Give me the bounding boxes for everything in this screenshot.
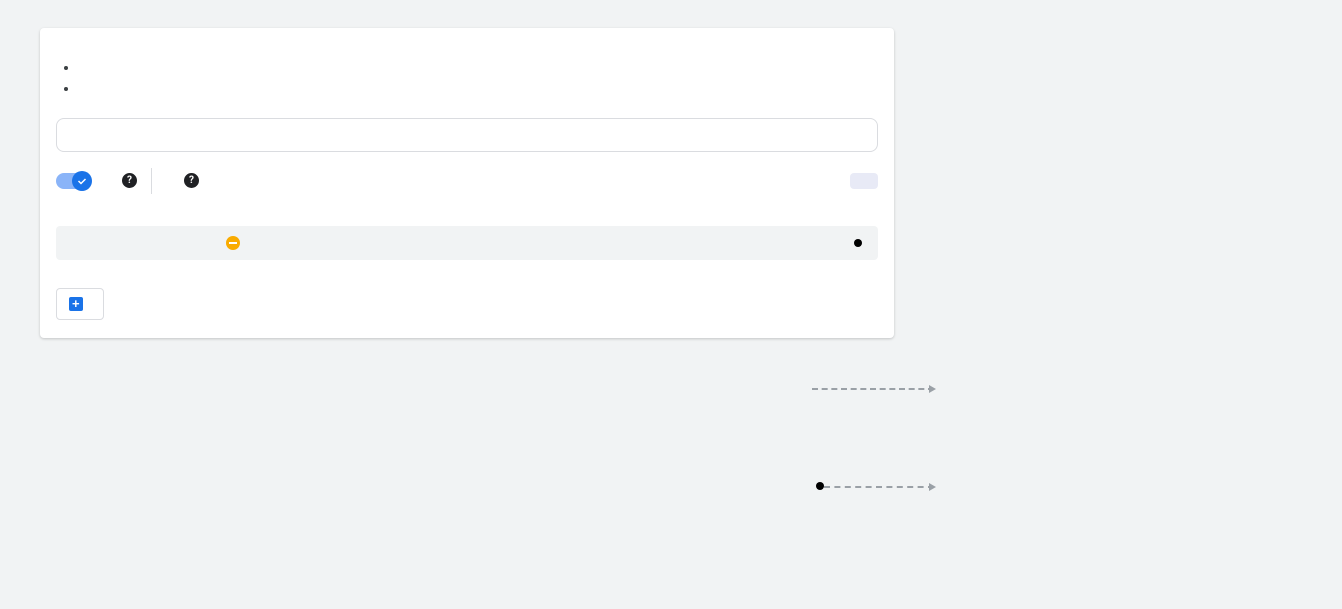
add-installment-button[interactable]: + bbox=[56, 288, 104, 320]
totals-panel bbox=[56, 118, 878, 152]
warning-icon bbox=[226, 236, 240, 250]
divider bbox=[151, 168, 152, 194]
annotation-dot bbox=[816, 482, 824, 490]
expire-banner bbox=[56, 226, 878, 260]
rule-custom[interactable] bbox=[850, 173, 878, 189]
rules-row: ? ? bbox=[56, 168, 878, 194]
annotations-panel bbox=[942, 28, 1302, 378]
bullet-item bbox=[78, 58, 878, 79]
rule-expire[interactable] bbox=[818, 173, 846, 189]
dashed-arrow-icon bbox=[812, 388, 934, 390]
help-icon[interactable]: ? bbox=[184, 173, 199, 188]
help-icon[interactable]: ? bbox=[122, 173, 137, 188]
rule-rollover[interactable] bbox=[786, 173, 814, 189]
check-icon bbox=[72, 171, 92, 191]
dashed-arrow-icon bbox=[824, 486, 934, 488]
rule-segmented bbox=[786, 173, 878, 189]
card-bullets bbox=[56, 58, 878, 100]
annotation-dot bbox=[854, 239, 862, 247]
installment-card: ? ? + bbox=[40, 28, 894, 338]
plus-icon: + bbox=[69, 297, 83, 311]
free-credit-toggle[interactable] bbox=[56, 173, 90, 189]
bullet-item bbox=[78, 79, 878, 100]
